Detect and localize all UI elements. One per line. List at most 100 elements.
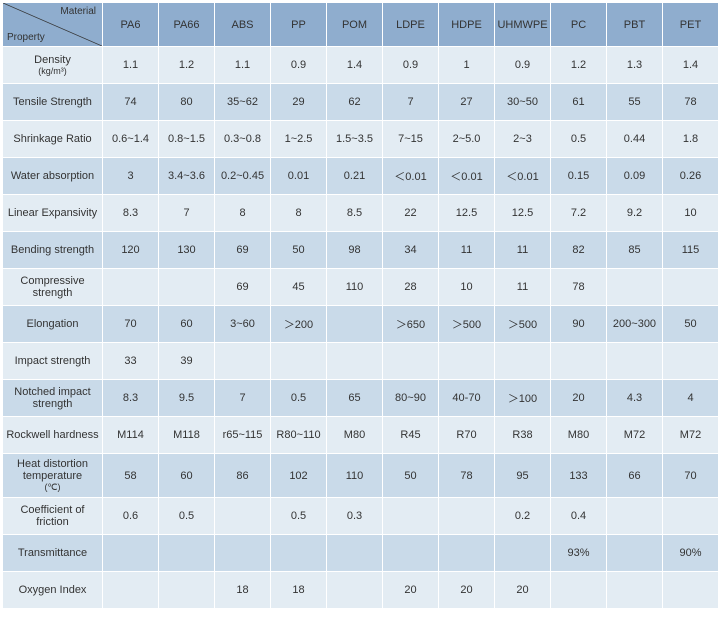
table-cell: 102 xyxy=(271,454,327,498)
table-cell: 1 xyxy=(439,47,495,84)
table-cell: 7 xyxy=(383,84,439,121)
table-cell xyxy=(495,343,551,380)
table-cell: M72 xyxy=(663,417,719,454)
table-cell: 80~90 xyxy=(383,380,439,417)
materials-table: Material Property PA6PA66ABSPPPOMLDPEHDP… xyxy=(2,2,719,609)
table-cell xyxy=(327,572,383,609)
table-cell: 50 xyxy=(383,454,439,498)
table-cell: 4.3 xyxy=(607,380,663,417)
table-cell: 0.5 xyxy=(271,498,327,535)
table-cell: 11 xyxy=(439,232,495,269)
column-header: UHMWPE xyxy=(495,3,551,47)
table-cell: 120 xyxy=(103,232,159,269)
table-cell: ＞500 xyxy=(495,306,551,343)
table-cell: 8 xyxy=(215,195,271,232)
row-label: Notched impact strength xyxy=(3,380,103,417)
table-cell xyxy=(103,572,159,609)
table-cell: 8.3 xyxy=(103,195,159,232)
table-cell: 1.5~3.5 xyxy=(327,121,383,158)
table-header: Material Property PA6PA66ABSPPPOMLDPEHDP… xyxy=(3,3,719,47)
table-cell: 28 xyxy=(383,269,439,306)
table-cell: ＞500 xyxy=(439,306,495,343)
table-cell: 110 xyxy=(327,454,383,498)
table-cell: ＜0.01 xyxy=(383,158,439,195)
table-cell: 29 xyxy=(271,84,327,121)
table-row: Density(kg/m³)1.11.21.10.91.40.910.91.21… xyxy=(3,47,719,84)
table-cell: 200~300 xyxy=(607,306,663,343)
table-cell: 93% xyxy=(551,535,607,572)
column-header: PC xyxy=(551,3,607,47)
table-cell: ＞650 xyxy=(383,306,439,343)
table-cell: 10 xyxy=(439,269,495,306)
table-cell: 66 xyxy=(607,454,663,498)
table-cell: 27 xyxy=(439,84,495,121)
table-cell: 58 xyxy=(103,454,159,498)
table-cell xyxy=(607,535,663,572)
corner-cell: Material Property xyxy=(3,3,103,47)
table-cell: 0.2 xyxy=(495,498,551,535)
table-cell: 0.9 xyxy=(271,47,327,84)
table-cell: 10 xyxy=(663,195,719,232)
table-cell: 1.1 xyxy=(215,47,271,84)
table-cell: 70 xyxy=(663,454,719,498)
table-cell: ＜0.01 xyxy=(495,158,551,195)
table-cell xyxy=(551,343,607,380)
table-row: Shrinkage Ratio0.6~1.40.8~1.50.3~0.81~2.… xyxy=(3,121,719,158)
table-cell: 0.6~1.4 xyxy=(103,121,159,158)
table-cell xyxy=(383,343,439,380)
table-cell: 40-70 xyxy=(439,380,495,417)
table-cell xyxy=(439,498,495,535)
column-header: PET xyxy=(663,3,719,47)
table-cell: 0.5 xyxy=(159,498,215,535)
row-label: Water absorption xyxy=(3,158,103,195)
table-cell: 69 xyxy=(215,232,271,269)
table-cell: R70 xyxy=(439,417,495,454)
table-cell: 7 xyxy=(215,380,271,417)
table-cell: 95 xyxy=(495,454,551,498)
row-label: Linear Expansivity xyxy=(3,195,103,232)
table-cell: 50 xyxy=(271,232,327,269)
table-cell xyxy=(327,306,383,343)
table-cell: 8.5 xyxy=(327,195,383,232)
corner-property: Property xyxy=(7,32,45,43)
table-cell: 20 xyxy=(551,380,607,417)
table-cell xyxy=(271,343,327,380)
table-row: Bending strength120130695098341111828511… xyxy=(3,232,719,269)
table-cell xyxy=(439,343,495,380)
table-cell: 0.9 xyxy=(383,47,439,84)
table-cell: 18 xyxy=(271,572,327,609)
table-cell xyxy=(327,535,383,572)
table-cell: 0.09 xyxy=(607,158,663,195)
table-cell: 0.01 xyxy=(271,158,327,195)
table-cell: 30~50 xyxy=(495,84,551,121)
table-cell: 7 xyxy=(159,195,215,232)
table-cell xyxy=(215,498,271,535)
column-header: POM xyxy=(327,3,383,47)
column-header: PBT xyxy=(607,3,663,47)
table-cell: M72 xyxy=(607,417,663,454)
table-cell: 3~60 xyxy=(215,306,271,343)
table-cell xyxy=(663,498,719,535)
table-cell: 2~3 xyxy=(495,121,551,158)
table-cell: 0.21 xyxy=(327,158,383,195)
table-cell xyxy=(495,535,551,572)
table-cell: 7~15 xyxy=(383,121,439,158)
table-row: Tensile Strength748035~62296272730~50615… xyxy=(3,84,719,121)
table-cell: 22 xyxy=(383,195,439,232)
table-cell: r65~115 xyxy=(215,417,271,454)
row-label: Elongation xyxy=(3,306,103,343)
row-label: Oxygen Index xyxy=(3,572,103,609)
column-header: PP xyxy=(271,3,327,47)
table-cell: 1.2 xyxy=(551,47,607,84)
row-label: Tensile Strength xyxy=(3,84,103,121)
table-cell: 4 xyxy=(663,380,719,417)
table-cell: 8.3 xyxy=(103,380,159,417)
row-label: Density(kg/m³) xyxy=(3,47,103,84)
table-cell: 34 xyxy=(383,232,439,269)
table-cell xyxy=(607,343,663,380)
table-body: Density(kg/m³)1.11.21.10.91.40.910.91.21… xyxy=(3,47,719,609)
column-header: HDPE xyxy=(439,3,495,47)
corner-material: Material xyxy=(60,6,96,17)
table-cell: 55 xyxy=(607,84,663,121)
row-label: Compressive strength xyxy=(3,269,103,306)
